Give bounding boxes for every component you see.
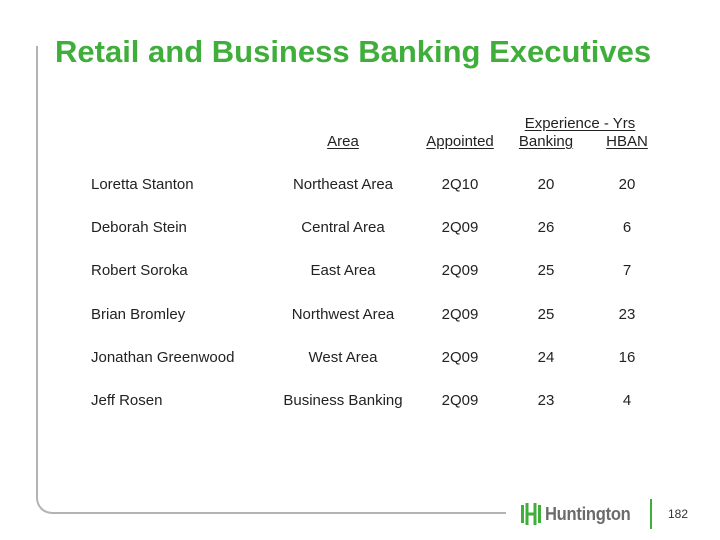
- banking-years: 20: [537, 176, 555, 193]
- banking-years: 26: [537, 219, 555, 236]
- executive-name: Brian Bromley: [91, 306, 186, 323]
- executive-name: Jonathan Greenwood: [91, 349, 235, 366]
- hban-years: 7: [622, 262, 632, 279]
- appointed-value: 2Q09: [441, 349, 479, 366]
- column-header-appointed: Appointed: [426, 133, 494, 150]
- column-header-area: Area: [327, 133, 359, 150]
- executive-area: Business Banking: [283, 392, 403, 409]
- hban-years: 16: [618, 349, 636, 366]
- executive-area: Northwest Area: [291, 306, 395, 323]
- appointed-value: 2Q09: [441, 262, 479, 279]
- hban-years: 4: [622, 392, 632, 409]
- executive-area: East Area: [310, 262, 376, 279]
- executive-name: Deborah Stein: [91, 219, 187, 236]
- banking-years: 25: [537, 262, 555, 279]
- huntington-logo-icon: [521, 503, 541, 525]
- banking-years: 24: [537, 349, 555, 366]
- logo-text: Huntington: [545, 503, 631, 524]
- column-header-hban: HBAN: [606, 133, 648, 150]
- appointed-value: 2Q09: [441, 306, 479, 323]
- hban-years: 23: [618, 306, 636, 323]
- executive-area: Central Area: [301, 219, 385, 236]
- executive-name: Jeff Rosen: [91, 392, 163, 409]
- appointed-value: 2Q09: [441, 219, 479, 236]
- slide-frame: [36, 46, 506, 514]
- experience-group-header: Experience - Yrs: [524, 115, 636, 132]
- huntington-logo: Huntington: [521, 503, 638, 525]
- footer-divider: [650, 499, 652, 529]
- banking-years: 25: [537, 306, 555, 323]
- column-header-banking: Banking: [518, 133, 574, 150]
- hban-years: 20: [618, 176, 636, 193]
- hban-years: 6: [622, 219, 632, 236]
- page-number: 182: [668, 507, 689, 521]
- appointed-value: 2Q10: [441, 176, 479, 193]
- appointed-value: 2Q09: [441, 392, 479, 409]
- slide-title: Retail and Business Banking Executives: [55, 34, 652, 69]
- executive-area: Northeast Area: [292, 176, 394, 193]
- banking-years: 23: [537, 392, 555, 409]
- executive-name: Robert Soroka: [91, 262, 188, 279]
- executive-area: West Area: [308, 349, 378, 366]
- executive-name: Loretta Stanton: [91, 176, 194, 193]
